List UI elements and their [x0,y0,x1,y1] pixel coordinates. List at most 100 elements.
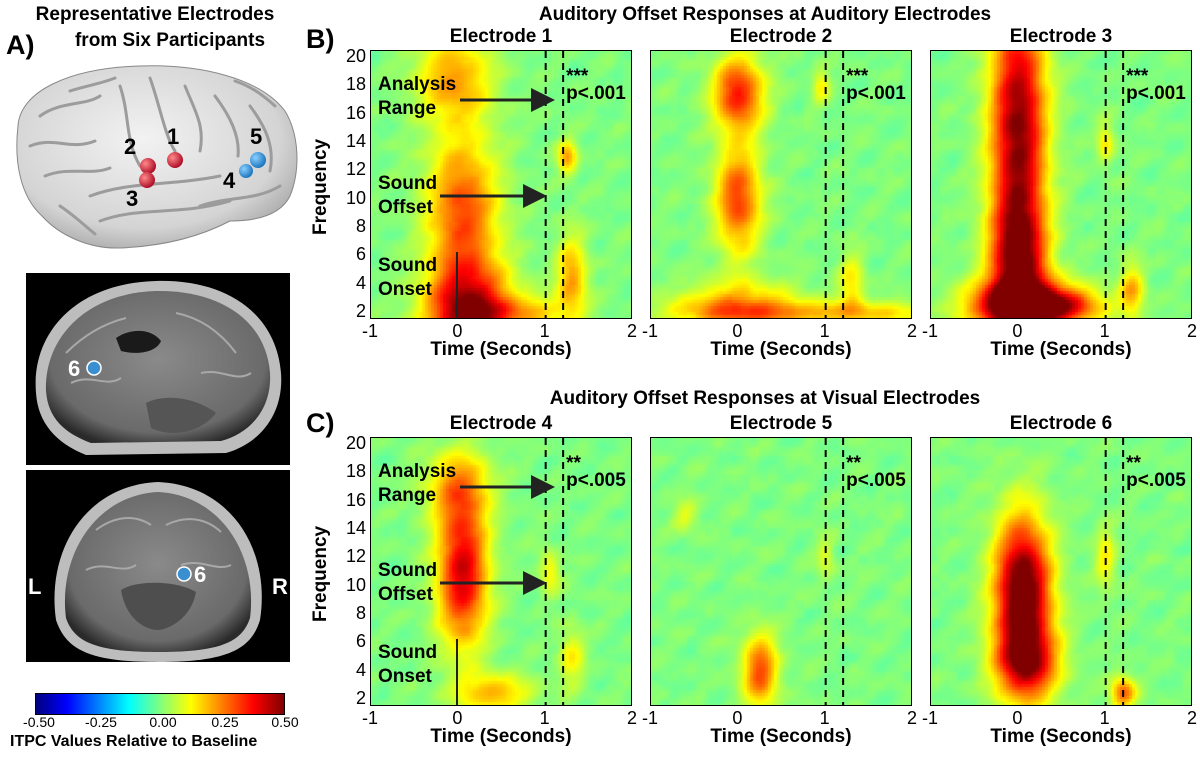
annotation-line: Sound [378,642,438,663]
sagittal-mri-image [26,273,290,465]
x-axis-label: Time (Seconds) [710,339,852,360]
annotation-line: Range [378,485,437,506]
annotation-line: Range [378,98,437,119]
x-tick-label: -1 [921,321,938,341]
heatmap-plot [370,437,632,706]
significance-p: p<.001 [846,83,906,104]
electrode-3-marker [139,172,155,188]
heatmap-image [371,51,631,318]
y-tick-label: 6 [355,631,366,652]
heatmap-plot [650,50,912,319]
x-tick-label: -1 [361,321,378,341]
annotation-line: Analysis [378,461,457,482]
significance-p: p<.005 [566,470,626,491]
x-tick-label: -1 [361,708,378,728]
significance-stars: ** [566,453,581,474]
x-tick-label: 2 [906,708,917,728]
y-tick-label: 8 [355,602,366,623]
colorbar-tick: 0.50 [271,714,299,730]
coronal-mri-image [26,470,290,662]
x-tick-label: 0 [452,708,463,728]
electrode-6-marker-sagittal [86,360,102,376]
annotation-analysis-range-b: Analysis Range [378,73,456,121]
annotation-analysis-range-c: Analysis Range [378,460,456,508]
y-tick-label: 2 [355,687,366,708]
x-axis-label: Time (Seconds) [430,726,572,747]
x-tick-label: 0 [1012,321,1023,341]
x-tick-label: 2 [906,321,917,341]
significance-p: p<.005 [846,470,906,491]
heatmap-title: Electrode 4 [449,413,553,434]
x-tick-label: 2 [626,708,637,728]
panel-a: Representative Electrodes from Six Parti… [0,0,310,758]
x-tick-label: 1 [1099,321,1110,341]
panel-c-label: C) [306,408,335,438]
significance-stars: ** [1126,453,1141,474]
y-axis-label: Frequency [310,138,331,235]
x-axis-label: Time (Seconds) [990,339,1132,360]
x-tick-label: 2 [1186,321,1197,341]
y-tick-label: 10 [345,187,366,208]
heatmap-plot [930,437,1192,706]
heatmap-image [651,438,911,705]
x-tick-label: -1 [921,708,938,728]
annotation-sound-onset-b: Sound Onset [378,254,437,302]
significance-label: ** p<.005 [846,453,906,491]
heatmap-overlay [1104,438,1125,705]
heatmap-overlay [824,51,845,318]
x-tick-label: 1 [1099,708,1110,728]
x-tick-label: 1 [539,708,550,728]
panel-a-title-line2: from Six Participants [74,30,266,51]
significance-stars: *** [846,66,869,87]
x-tick-label: -1 [641,708,658,728]
electrode-1-marker [167,152,183,168]
significance-label: *** p<.001 [1126,66,1186,104]
significance-stars: *** [1126,66,1149,87]
significance-p: p<.001 [1126,83,1186,104]
heatmap-image [371,438,631,705]
annotation-line: Sound [378,560,438,581]
brain-label-4: 4 [223,168,236,193]
significance-stars: ** [846,453,861,474]
colorbar-label: ITPC Values Relative to Baseline [10,733,258,750]
heatmap-image [931,51,1191,318]
x-tick-label: 0 [732,708,743,728]
panel-a-title-line1: Representative Electrodes [35,4,275,25]
x-tick-label: 2 [626,321,637,341]
x-tick-label: 1 [819,321,830,341]
y-axis-label: Frequency [310,525,331,622]
annotation-line: Sound [378,255,438,276]
y-tick-label: 4 [355,659,366,680]
y-tick-label: 16 [345,489,366,510]
significance-label: ** p<.005 [1126,453,1186,491]
y-tick-label: 8 [355,215,366,236]
annotation-line: Onset [378,666,432,687]
electrode-4-marker [239,164,253,178]
sagittal-label-6: 6 [68,356,81,381]
panel-b-label: B) [306,24,335,54]
y-tick-label: 20 [345,46,366,67]
electrode-5-marker [250,152,266,168]
coronal-left-label: L [28,574,42,599]
annotation-line: Offset [378,584,433,605]
colorbar-tick: -0.50 [23,714,55,730]
heatmap-overlay [824,438,845,705]
brain-label-3: 3 [126,186,139,211]
y-tick-label: 12 [345,546,366,567]
y-tick-label: 4 [355,272,366,293]
y-tick-label: 18 [345,461,366,482]
heatmap-title: Electrode 5 [729,413,833,434]
colorbar-tick: -0.25 [85,714,117,730]
x-axis-label: Time (Seconds) [990,726,1132,747]
y-tick-label: 6 [355,244,366,265]
heatmap-image [651,51,911,318]
heatmap-plot [930,50,1192,319]
colorbar-tick: 0.00 [149,714,177,730]
heatmap-title: Electrode 1 [449,26,553,47]
significance-p: p<.005 [1126,470,1186,491]
significance-p: p<.001 [566,83,626,104]
x-tick-label: 0 [452,321,463,341]
brain-label-5: 5 [250,124,263,149]
y-tick-label: 12 [345,159,366,180]
annotation-sound-onset-c: Sound Onset [378,641,437,689]
